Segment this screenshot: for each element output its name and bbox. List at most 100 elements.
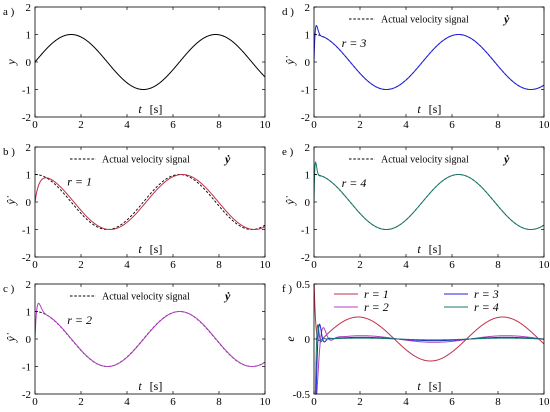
series-line-e-1 <box>314 160 544 230</box>
x-tick-label: 4 <box>403 396 409 408</box>
series-line-c-1 <box>35 302 265 367</box>
y-tick-label: -2 <box>301 252 310 264</box>
x-axis-label-var: t <box>138 379 142 393</box>
x-tick-label: 4 <box>124 396 130 408</box>
legend-symbol: ẏ <box>223 289 231 303</box>
y-axis-label: y <box>4 59 18 66</box>
x-axis-label-unit: [s] <box>429 379 442 393</box>
legend-label: Actual velocity signal <box>381 15 469 26</box>
y-tick-label: 0 <box>305 334 311 346</box>
y-tick-label: 2 <box>26 2 32 14</box>
x-tick-label: 4 <box>403 119 409 131</box>
x-axis-label-unit: [s] <box>429 102 442 116</box>
y-tick-label: -2 <box>301 112 310 124</box>
x-tick-label: 10 <box>260 396 272 408</box>
x-tick-label: 6 <box>449 396 455 408</box>
x-axis-label-var: t <box>417 102 421 116</box>
y-tick-label: 0 <box>26 334 32 346</box>
x-tick-label: 2 <box>357 119 363 131</box>
x-tick-label: 2 <box>357 259 363 271</box>
axes-frame-f <box>313 283 545 395</box>
x-axis-label-unit: [s] <box>150 379 163 393</box>
r-annotation: r = 3 <box>342 36 367 50</box>
legend-entry-label: r = 2 <box>364 300 389 314</box>
series-line-f-2 <box>315 323 544 394</box>
x-tick-label: 0 <box>311 396 317 408</box>
legend-entry-label: r = 4 <box>474 300 499 314</box>
r-annotation: r = 4 <box>342 176 367 190</box>
x-tick-label: 10 <box>260 259 272 271</box>
panel-label: c ) <box>3 283 15 295</box>
axes-frame-a <box>34 6 266 118</box>
legend-symbol: ẏ <box>223 152 231 166</box>
y-tick-label: 1 <box>305 170 311 182</box>
x-tick-label: 0 <box>311 119 317 131</box>
chart-panel-c: 0 2 4 6 8 10 -2 -1 0 1 2 t [s] ŷ̇ c ) Actual velocity s… <box>3 279 271 408</box>
y-tick-label: 0 <box>26 57 32 69</box>
legend-label: Actual velocity signal <box>102 155 190 166</box>
y-axis-label: ŷ̇ <box>283 195 297 205</box>
x-tick-label: 0 <box>311 259 317 271</box>
x-axis-label-unit: [s] <box>150 102 163 116</box>
y-tick-label: -1 <box>301 225 310 237</box>
y-axis-label: ŷ̇ <box>4 195 18 205</box>
x-tick-label: 4 <box>124 259 130 271</box>
y-tick-label: -1 <box>22 362 31 374</box>
x-tick-label: 2 <box>78 396 84 408</box>
legend-entry-label: r = 1 <box>364 287 389 301</box>
chart-panel-b: 0 2 4 6 8 10 -2 -1 0 1 2 t [s] ŷ̇ b ) Actual velocity s… <box>3 142 271 271</box>
series-line-f-3 <box>314 324 544 394</box>
x-tick-label: 6 <box>449 119 455 131</box>
y-tick-label: -1 <box>22 85 31 97</box>
panel-label: f ) <box>282 283 292 295</box>
legend-entry-label: r = 3 <box>474 287 499 301</box>
y-tick-label: 1 <box>305 30 311 42</box>
x-tick-label: 8 <box>495 259 501 271</box>
y-tick-label: -2 <box>22 112 31 124</box>
y-axis-label: ŷ̇ <box>4 332 18 342</box>
x-tick-label: 8 <box>216 119 222 131</box>
x-tick-label: 0 <box>32 119 38 131</box>
r-annotation: r = 1 <box>67 175 92 189</box>
series-line-a-0 <box>35 34 265 90</box>
x-axis-label-var: t <box>138 102 142 116</box>
y-tick-label: -0.5 <box>293 389 311 401</box>
y-axis-label: e <box>283 336 297 342</box>
x-axis-label-unit: [s] <box>150 242 163 256</box>
x-tick-label: 8 <box>216 259 222 271</box>
chart-panel-e: 0 2 4 6 8 10 -2 -1 0 1 2 t [s] ŷ̇ e ) Actual velocity s… <box>282 142 550 271</box>
x-tick-label: 0 <box>32 396 38 408</box>
x-axis-label-unit: [s] <box>429 242 442 256</box>
x-tick-label: 6 <box>449 259 455 271</box>
series-line-b-0 <box>35 174 265 230</box>
y-tick-label: 2 <box>26 142 32 154</box>
y-tick-label: -2 <box>22 252 31 264</box>
series-line-d-1 <box>314 24 544 90</box>
legend-symbol: ẏ <box>502 12 510 26</box>
x-tick-label: 6 <box>170 396 176 408</box>
x-axis-label-var: t <box>417 379 421 393</box>
series-line-f-0 <box>314 284 544 362</box>
y-tick-label: 1 <box>26 307 32 319</box>
y-axis-label: ŷ̇ <box>283 55 297 65</box>
x-axis-label-var: t <box>417 242 421 256</box>
y-tick-label: 1 <box>26 170 32 182</box>
panel-label: b ) <box>3 146 15 158</box>
y-tick-label: 2 <box>305 142 311 154</box>
x-tick-label: 10 <box>260 119 272 131</box>
y-tick-label: 2 <box>26 279 32 291</box>
x-tick-label: 2 <box>78 259 84 271</box>
y-tick-label: 0 <box>305 197 311 209</box>
chart-panel-a: 0 2 4 6 8 10 -2 -1 0 1 2 t [s] y a ) <box>3 2 271 131</box>
x-tick-label: 6 <box>170 119 176 131</box>
y-tick-label: -1 <box>22 225 31 237</box>
y-tick-label: 2 <box>305 2 311 14</box>
x-tick-label: 4 <box>403 259 409 271</box>
x-tick-label: 8 <box>495 396 501 408</box>
x-tick-label: 8 <box>216 396 222 408</box>
legend-label: Actual velocity signal <box>102 292 190 303</box>
panel-label: d ) <box>282 6 294 18</box>
series-line-f-1 <box>316 327 544 394</box>
